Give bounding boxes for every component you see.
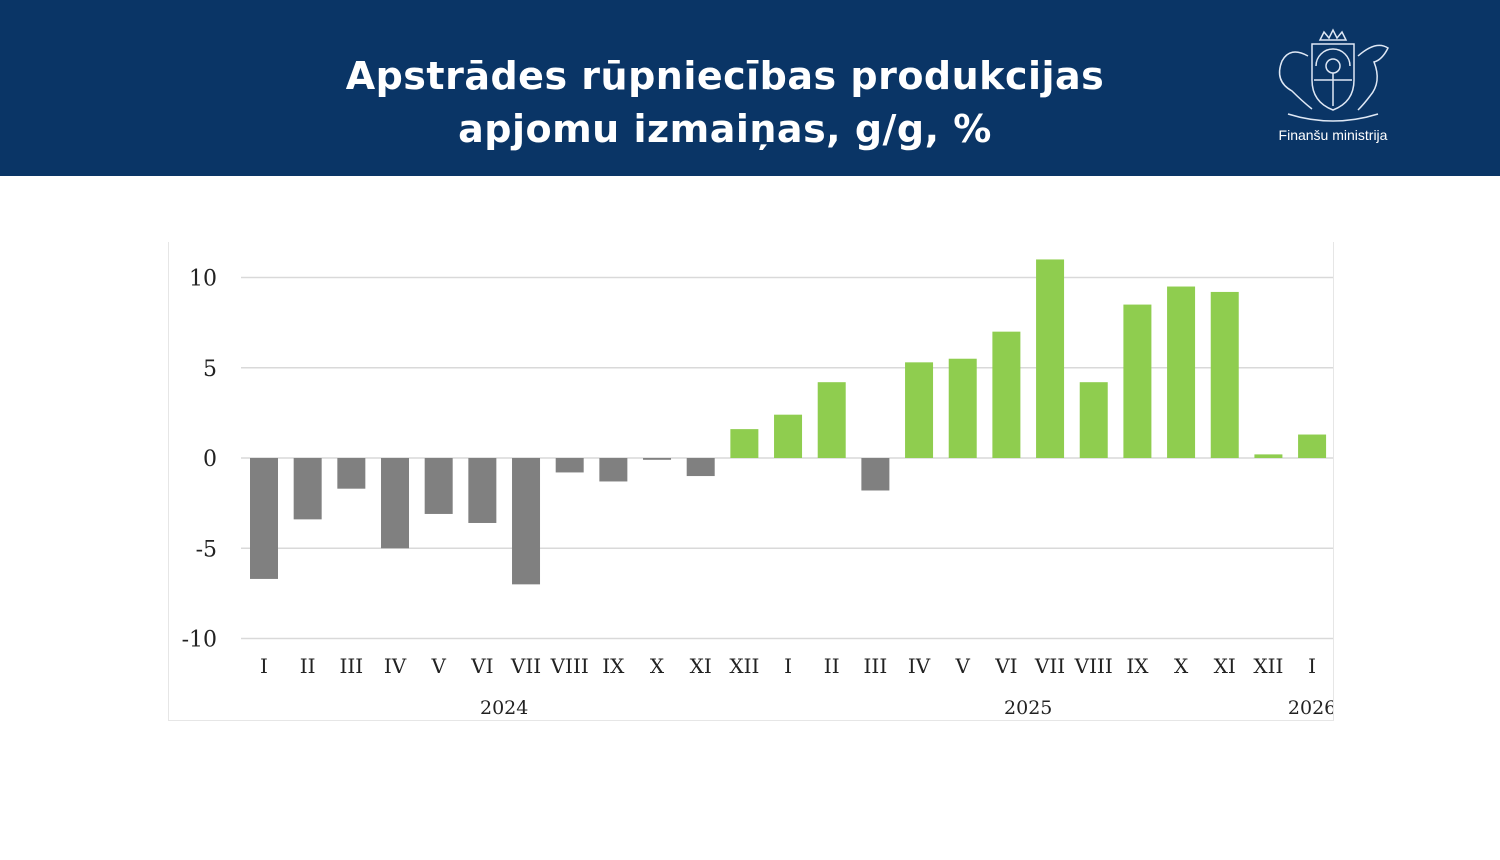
x-tick-label: VI	[994, 654, 1017, 678]
y-tick-label: -5	[196, 537, 217, 562]
x-tick-label: VII	[1034, 654, 1065, 678]
x-tick-label: I	[260, 654, 268, 678]
title-line-2: apjomu izmaiņas, g/g, %	[458, 107, 992, 151]
x-tick-label: III	[864, 654, 888, 678]
bar	[948, 358, 977, 458]
x-tick-label: V	[430, 654, 446, 678]
year-label: 2026	[1288, 697, 1333, 719]
bar	[1036, 259, 1065, 458]
x-tick-label: V	[954, 654, 970, 678]
x-tick-label: IV	[908, 654, 931, 678]
bar	[337, 458, 366, 489]
page-title: Apstrādes rūpniecības produkcijas apjomu…	[230, 50, 1220, 156]
x-tick-label: I	[1308, 654, 1316, 678]
x-tick-label: I	[784, 654, 792, 678]
x-tick-label: X	[1174, 654, 1189, 678]
x-tick-label: VIII	[550, 654, 589, 678]
bar	[1123, 304, 1152, 458]
year-label: 2024	[480, 697, 528, 719]
year-label: 2025	[1004, 697, 1052, 719]
bar	[1254, 454, 1283, 458]
x-tick-label: X	[650, 654, 665, 678]
bar	[992, 331, 1021, 458]
bar	[424, 458, 453, 514]
y-tick-label: 10	[189, 267, 217, 292]
bar	[250, 458, 278, 579]
bar	[1167, 286, 1196, 458]
x-tick-label: VIII	[1074, 654, 1113, 678]
x-tick-label: II	[824, 654, 840, 678]
x-tick-label: XII	[1253, 654, 1283, 678]
y-tick-label: 0	[203, 447, 217, 472]
bar	[774, 414, 803, 458]
logo-text: Finanšu ministrija	[1278, 127, 1388, 143]
bar	[1210, 291, 1239, 458]
bar	[730, 429, 759, 458]
bar	[1298, 434, 1327, 458]
x-tick-label: II	[300, 654, 316, 678]
bar	[1079, 382, 1108, 458]
coat-of-arms-logo	[1278, 28, 1389, 122]
x-tick-label: VII	[510, 654, 541, 678]
bar	[686, 458, 715, 477]
bar	[599, 458, 628, 482]
bar	[512, 458, 541, 585]
x-tick-label: XI	[1214, 654, 1236, 678]
x-tick-label: XI	[690, 654, 712, 678]
x-tick-label: IX	[602, 654, 625, 678]
x-tick-label: IX	[1126, 654, 1149, 678]
bar	[861, 458, 890, 491]
title-line-1: Apstrādes rūpniecības produkcijas	[345, 54, 1105, 98]
x-tick-label: IV	[384, 654, 407, 678]
chart-frame: 10 5 0 -5 -10 I II III IV V VI VII VIII IX X XI XII I II II…	[168, 242, 1336, 721]
bar	[817, 382, 846, 458]
bar	[555, 458, 584, 473]
bar	[381, 458, 410, 549]
bar	[468, 458, 497, 523]
x-tick-label: XII	[729, 654, 759, 678]
y-tick-label: -10	[182, 628, 217, 653]
x-tick-label: III	[339, 654, 363, 678]
x-tick-label: VI	[470, 654, 493, 678]
bar	[293, 458, 322, 520]
y-tick-label: 5	[203, 357, 217, 382]
header-banner: Apstrādes rūpniecības produkcijas apjomu…	[0, 0, 1500, 176]
bar	[643, 458, 672, 460]
bar	[905, 362, 934, 458]
